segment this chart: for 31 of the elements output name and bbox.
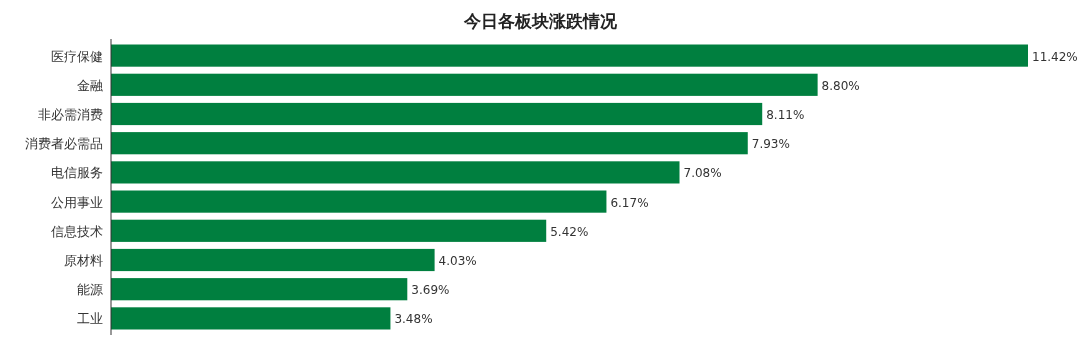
y-tick-label: 能源 xyxy=(77,282,103,298)
bar xyxy=(111,102,763,126)
data-label: 6.17% xyxy=(610,195,649,210)
data-label: 4.03% xyxy=(438,254,477,268)
y-tick-label: 消费者必需品 xyxy=(25,136,103,152)
data-label: 7.08% xyxy=(683,166,722,181)
chart-title: 今日各板块涨跌情况 xyxy=(462,11,618,31)
bar xyxy=(111,132,748,155)
bar xyxy=(111,219,547,242)
bar xyxy=(111,307,391,330)
bar xyxy=(111,278,408,301)
y-tick-label: 信息技术 xyxy=(51,223,103,239)
y-tick-label: 电信服务 xyxy=(51,165,103,181)
data-label: 5.42% xyxy=(550,224,589,239)
y-tick-label: 原材料 xyxy=(64,253,103,268)
bar xyxy=(111,190,607,213)
y-tick-label: 工业 xyxy=(77,311,103,327)
data-label: 3.69% xyxy=(411,283,450,298)
data-label: 11.42% xyxy=(1032,49,1078,64)
data-label: 7.93% xyxy=(751,137,790,152)
bar xyxy=(111,73,818,96)
bar xyxy=(111,161,680,184)
y-tick-label: 非必需消费 xyxy=(38,107,103,122)
y-tick-label: 公用事业 xyxy=(51,194,103,210)
y-tick-label: 医疗保健 xyxy=(51,48,103,64)
bar xyxy=(111,44,1028,67)
y-tick-label: 金融 xyxy=(77,77,103,93)
data-label: 8.80% xyxy=(821,78,860,93)
bar xyxy=(111,248,435,272)
data-label: 3.48% xyxy=(394,312,433,327)
data-label: 8.11% xyxy=(766,108,805,122)
